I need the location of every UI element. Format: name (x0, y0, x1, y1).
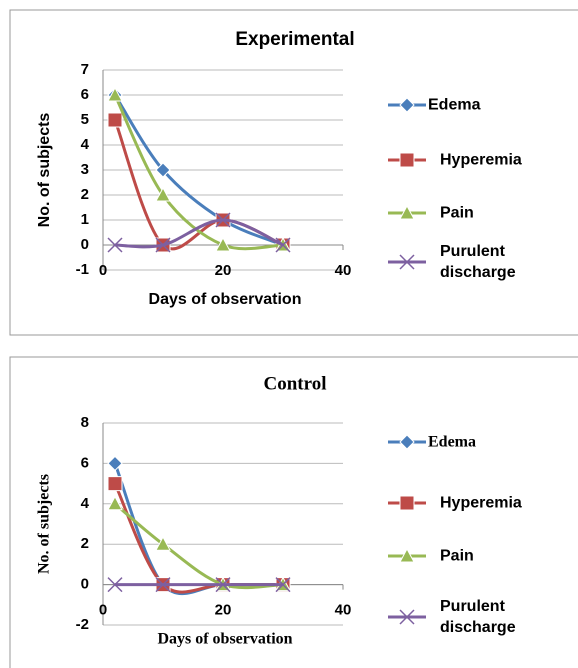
x-tick-label: 40 (335, 262, 352, 279)
x-tick-label: 20 (215, 602, 232, 619)
series-line (113, 462, 283, 596)
x-tick-label: 40 (335, 602, 352, 619)
marker (107, 577, 123, 593)
marker (275, 577, 291, 593)
legend-label: Purulent discharge (440, 243, 516, 281)
marker (215, 577, 231, 593)
x-tick-label: 20 (215, 262, 232, 279)
marker (155, 237, 171, 253)
y-tick-label: 0 (81, 236, 89, 253)
y-tick-label: 1 (81, 211, 89, 228)
marker (399, 254, 415, 270)
marker (107, 455, 123, 472)
legend-label: Hyperemia (440, 151, 522, 169)
x-tick-label: 0 (99, 262, 107, 279)
series-line (113, 94, 284, 251)
legend-label: Purulent discharge (440, 598, 516, 636)
marker (399, 495, 415, 511)
marker (155, 186, 171, 202)
y-axis-label: No. of subjects (36, 113, 53, 228)
series-line (113, 94, 284, 247)
panel (9, 9, 578, 336)
y-tick-label: 3 (81, 161, 89, 178)
chart-title: Experimental (235, 29, 354, 50)
y-axis-label: No. of subjects (36, 474, 53, 574)
marker (215, 236, 231, 252)
marker (155, 536, 171, 551)
y-tick-label: 2 (81, 186, 89, 203)
marker (399, 204, 415, 220)
y-tick-label: -2 (76, 616, 89, 633)
x-tick-label: 0 (99, 602, 107, 619)
y-tick-label: 0 (81, 576, 89, 593)
y-tick-label: -1 (76, 261, 89, 278)
marker (399, 434, 415, 450)
y-tick-label: 2 (81, 535, 89, 552)
x-axis-label: Days of observation (149, 291, 302, 308)
marker (399, 609, 415, 625)
legend-label: Edema (428, 433, 476, 451)
marker (399, 152, 415, 168)
marker (275, 237, 291, 253)
marker (399, 97, 415, 113)
marker (399, 547, 415, 563)
chart-title: Control (264, 373, 327, 394)
y-tick-label: 8 (81, 414, 89, 431)
marker (107, 237, 123, 253)
x-axis-label: Days of observation (157, 631, 292, 648)
marker (155, 162, 171, 178)
series-line (114, 502, 284, 590)
y-tick-label: 7 (81, 61, 89, 78)
marker (107, 495, 123, 511)
y-tick-label: 6 (81, 454, 89, 471)
legend-label: Hyperemia (440, 494, 522, 512)
y-tick-label: 4 (81, 136, 90, 153)
marker (155, 577, 171, 593)
y-tick-label: 6 (81, 86, 89, 103)
y-tick-label: 4 (81, 495, 90, 512)
marker (107, 86, 123, 102)
marker (215, 212, 231, 228)
y-tick-label: 5 (81, 111, 89, 128)
legend-label: Edema (428, 96, 481, 114)
panel (9, 356, 578, 668)
series-line (114, 218, 284, 249)
marker (107, 476, 123, 492)
legend-label: Pain (440, 547, 474, 565)
marker (107, 112, 123, 128)
legend-label: Pain (440, 204, 474, 222)
